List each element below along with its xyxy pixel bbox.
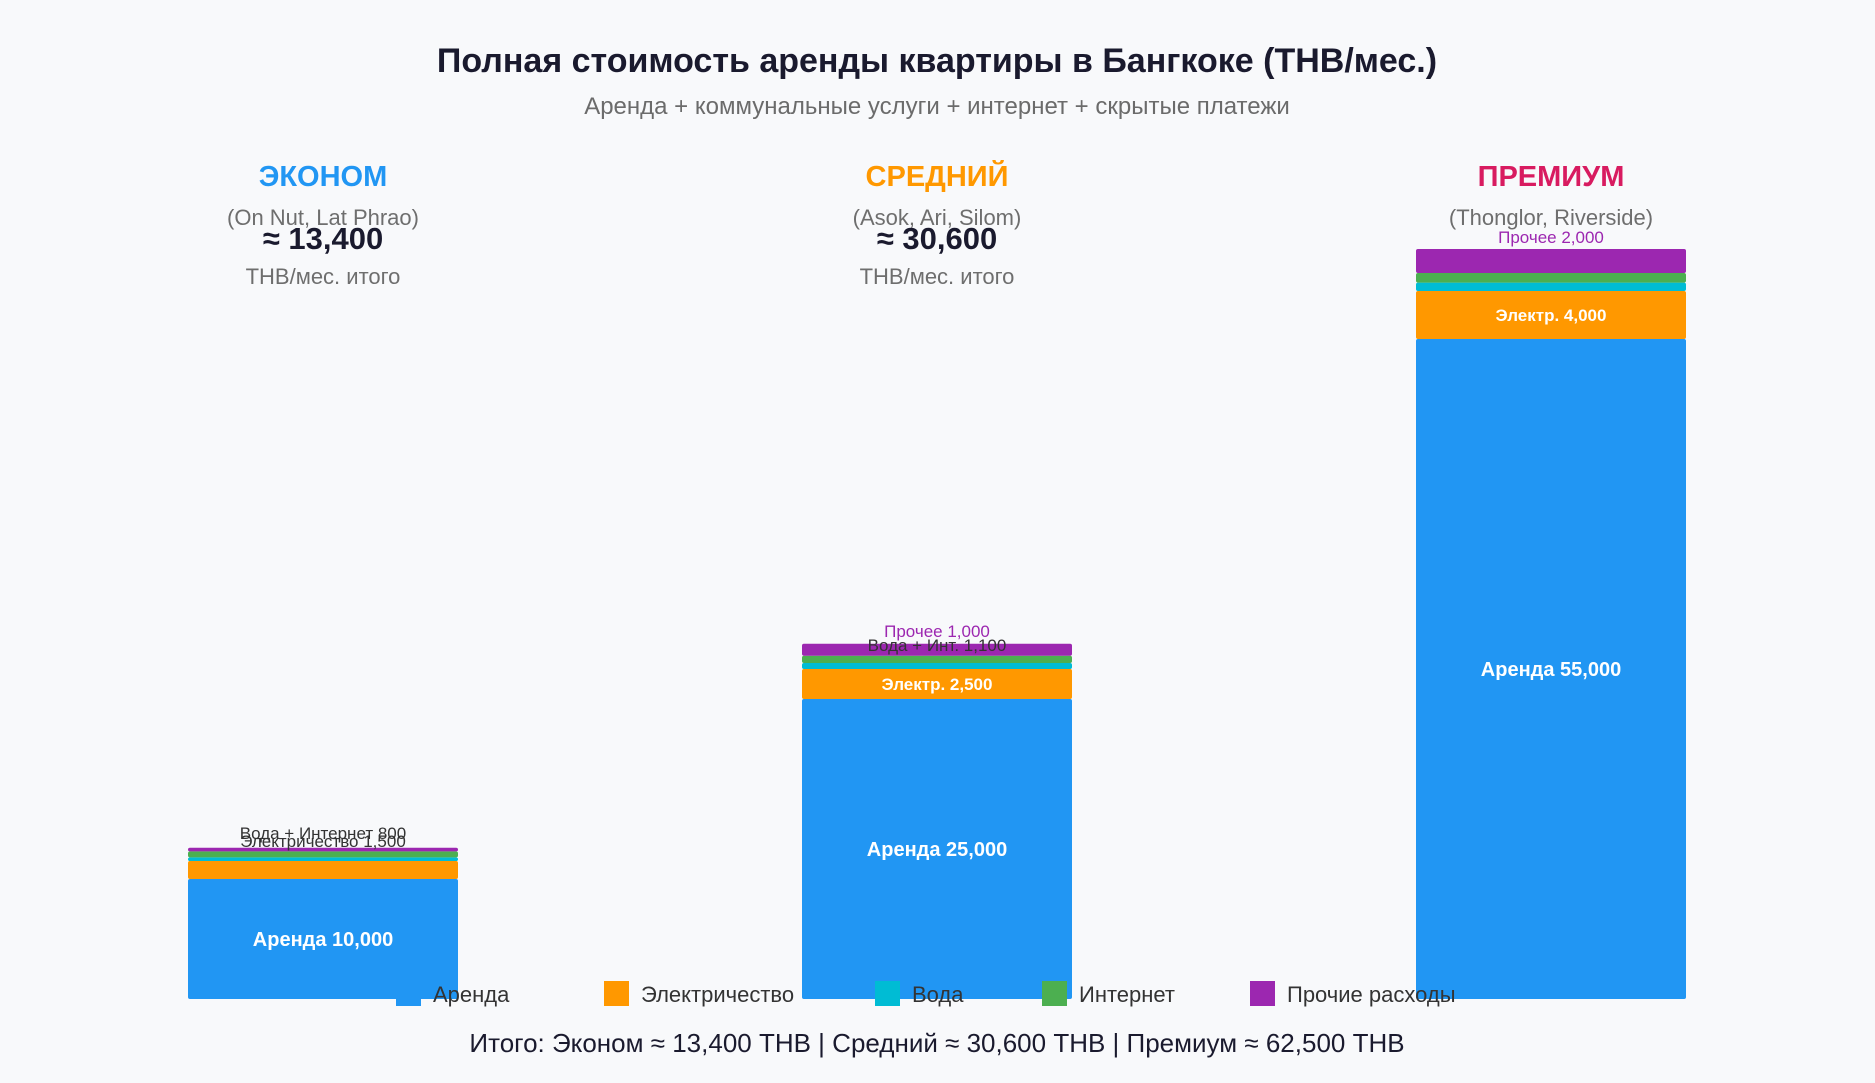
bar-segment-other: Прочие расходы: 1000 (802, 643, 1072, 656)
bar-stack: Аренда: 55000Электричество: 4000Вода: 70… (1416, 228, 1686, 999)
data-label-electricity: Электричество 1,500 (240, 832, 406, 851)
bar-segment-other: Прочие расходы: 300 (188, 847, 458, 852)
bar-segment-rent: Аренда: 25000 (802, 699, 1072, 999)
legend-label: Интернет (1079, 982, 1175, 1007)
tier-area: (Asok, Ari, Silom) (853, 205, 1022, 230)
tier-total-caption: THB/мес. итого (860, 264, 1015, 289)
chart-title: Полная стоимость аренды квартиры в Бангк… (437, 42, 1437, 80)
bars-layer: Аренда: 10000Электричество: 1500Вода: 30… (188, 228, 1686, 999)
data-label-rent: Аренда 55,000 (1481, 659, 1621, 681)
bar-stack: Аренда: 10000Электричество: 1500Вода: 30… (188, 824, 458, 999)
data-label-rent: Аренда 10,000 (253, 929, 393, 951)
tier-area: (On Nut, Lat Phrao) (227, 205, 419, 230)
tier-name: ЭКОНОМ (259, 161, 388, 193)
data-label-other: Прочее 1,000 (884, 622, 990, 641)
bar-segment-rent: Аренда: 10000 (188, 879, 458, 999)
bar-segment-electricity: Электричество: 2500 (802, 669, 1072, 699)
bar-segment-other: Прочие расходы: 2000 (1416, 249, 1686, 273)
legend-swatch (1042, 981, 1067, 1006)
legend-swatch (875, 981, 900, 1006)
tier-total: ≈ 13,400 (263, 221, 383, 256)
data-label-other: Прочее 2,000 (1498, 228, 1604, 247)
tier-headers: ЭКОНОМ (On Nut, Lat Phrao)≈ 13,400 THB/мес… (227, 159, 1653, 289)
legend-item: Прочие расходы (1250, 981, 1456, 1007)
bar-segment-electricity: Электричество: 1500 (188, 861, 458, 879)
bar-segment-water: Вода: 300 (188, 857, 458, 861)
legend-swatch (604, 981, 629, 1006)
bar-segment-internet: Интернет: 800 (1416, 273, 1686, 283)
data-label-rent: Аренда 25,000 (867, 839, 1007, 861)
tier-header: ЭКОНОМ (On Nut, Lat Phrao)≈ 13,400 THB/мес… (227, 161, 419, 289)
data-label-water-internet: Вода + Интернет 800 (240, 824, 406, 843)
legend-item: Аренда (396, 981, 510, 1007)
bar-segment-water: Вода: 700 (1416, 282, 1686, 291)
tier-name: ПРЕМИУМ (1478, 161, 1625, 193)
tier-header: СРЕДНИЙ (Asok, Ari, Silom)≈ 30,600 THB/мес… (853, 159, 1022, 289)
tier-name: СРЕДНИЙ (866, 159, 1009, 193)
legend-label: Электричество (641, 982, 794, 1007)
footer-summary: Итого: Эконом ≈ 13,400 THB | Средний ≈ 3… (469, 1028, 1404, 1058)
legend-swatch (1250, 981, 1275, 1006)
legend: Аренда Электричество Вода Интернет Прочие ра… (396, 981, 1456, 1007)
bar-segment-internet: Интернет: 500 (188, 851, 458, 858)
chart-subtitle: Аренда + коммунальные услуги + интернет … (584, 93, 1290, 120)
tier-header: ПРЕМИУМ (Thonglor, Riverside) (1449, 161, 1653, 230)
legend-swatch (396, 981, 421, 1006)
data-label-water-internet: Вода + Инт. 1,100 (868, 636, 1007, 655)
legend-item: Интернет (1042, 981, 1175, 1007)
bar-segment-water: Вода: 500 (802, 663, 1072, 669)
data-label-electricity: Электр. 2,500 (882, 675, 993, 694)
legend-item: Вода (875, 981, 964, 1007)
bar-segment-rent: Аренда: 55000 (1416, 339, 1686, 999)
legend-label: Прочие расходы (1287, 982, 1456, 1007)
tier-total: ≈ 30,600 (877, 221, 997, 256)
bar-segment-electricity: Электричество: 4000 (1416, 291, 1686, 339)
legend-label: Аренда (433, 982, 510, 1007)
bar-segment-internet: Интернет: 600 (802, 655, 1072, 663)
legend-label: Вода (912, 982, 964, 1007)
bar-stack: Аренда: 25000Электричество: 2500Вода: 50… (802, 622, 1072, 999)
tier-total-caption: THB/мес. итого (246, 264, 401, 289)
legend-item: Электричество (604, 981, 794, 1007)
tier-area: (Thonglor, Riverside) (1449, 205, 1653, 230)
data-label-electricity: Электр. 4,000 (1496, 306, 1607, 325)
